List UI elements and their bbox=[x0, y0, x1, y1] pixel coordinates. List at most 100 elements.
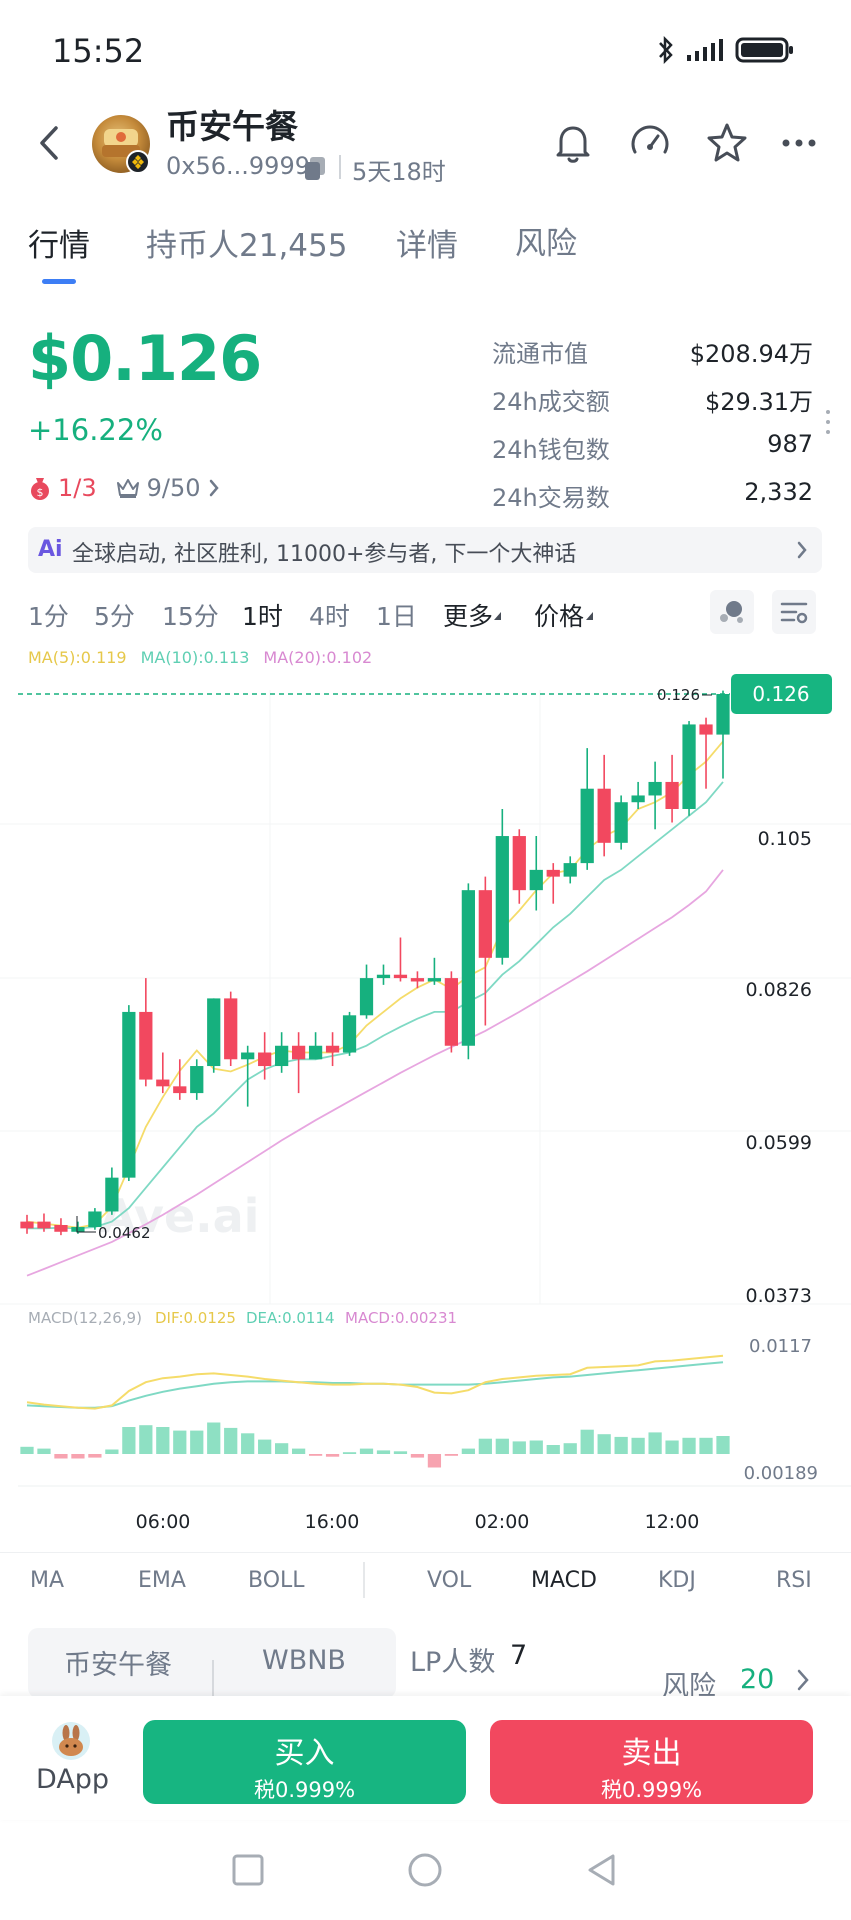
macd-bar bbox=[478, 1438, 492, 1454]
gauge-icon[interactable] bbox=[625, 118, 675, 168]
candle-up bbox=[71, 1227, 85, 1232]
macd-bar bbox=[88, 1454, 102, 1458]
recents-button[interactable] bbox=[230, 1852, 266, 1888]
candle-up bbox=[461, 890, 475, 1046]
stat-label-market-cap: 流通市值 bbox=[492, 340, 588, 368]
ai-summary-text: 全球启动, 社区胜利, 11000+参与者, 下一个大神话 bbox=[72, 542, 577, 567]
circle-icon bbox=[408, 1853, 442, 1887]
indicator-ma[interactable]: MA bbox=[30, 1568, 65, 1593]
candlestick-chart[interactable]: Ave.ai 0.105 0.0826 0.0599 0.0373 0.0117… bbox=[0, 660, 851, 1540]
candle-down bbox=[665, 781, 679, 809]
low-marker-line bbox=[76, 1216, 96, 1233]
divider bbox=[0, 1552, 851, 1553]
timeframe-4h[interactable]: 4时 bbox=[309, 602, 350, 631]
buy-tax: 税0.999% bbox=[253, 1778, 356, 1802]
macd-bar bbox=[393, 1451, 408, 1454]
candles bbox=[20, 690, 730, 1236]
macd-bar bbox=[427, 1454, 442, 1468]
candle-up bbox=[241, 1052, 255, 1060]
macd-title: MACD(12,26,9) bbox=[28, 1309, 142, 1327]
timeframe-15m[interactable]: 15分 bbox=[162, 602, 219, 631]
macd-tick: 0.00189 bbox=[744, 1463, 818, 1484]
status-icons bbox=[657, 36, 795, 64]
tab-risk[interactable]: 风险 bbox=[515, 226, 577, 262]
tab-holders[interactable]: 持币人21,455 bbox=[146, 228, 348, 264]
macd-bar bbox=[173, 1430, 187, 1454]
candle-up bbox=[580, 788, 594, 864]
back-button[interactable] bbox=[30, 118, 70, 168]
chevron-right-icon bbox=[209, 479, 219, 497]
macd-bar bbox=[444, 1454, 459, 1456]
pancake-bunny-icon[interactable] bbox=[52, 1722, 90, 1760]
stat-label-wallets: 24h钱包数 bbox=[492, 436, 610, 464]
draw-tool-button[interactable] bbox=[710, 590, 754, 634]
divider bbox=[212, 1660, 214, 1696]
indicator-ema[interactable]: EMA bbox=[138, 1568, 186, 1593]
axis-labels: 0.105 0.0826 0.0599 0.0373 0.0117 0.0018… bbox=[136, 828, 818, 1533]
indicator-rsi[interactable]: RSI bbox=[776, 1568, 812, 1593]
price-tick: 0.0599 bbox=[746, 1132, 812, 1154]
ma-legend: MA(5):0.119 MA(10):0.113 MA(20):0.102 bbox=[28, 648, 372, 667]
ai-summary-banner[interactable] bbox=[28, 527, 822, 573]
candle-up bbox=[716, 694, 730, 735]
candle-down bbox=[224, 998, 238, 1060]
home-button[interactable] bbox=[407, 1852, 443, 1888]
badge-insider: 1/3 bbox=[58, 474, 97, 502]
macd-bar bbox=[614, 1436, 628, 1454]
tab-market[interactable]: 行情 bbox=[28, 228, 90, 264]
vertical-dots-icon[interactable] bbox=[824, 408, 832, 440]
badge-row[interactable]: $ 1/3 9/50 bbox=[28, 470, 221, 506]
stat-label-volume: 24h成交额 bbox=[492, 388, 610, 416]
tab-details[interactable]: 详情 bbox=[396, 228, 458, 264]
timeframe-1d[interactable]: 1日 bbox=[376, 602, 417, 631]
star-icon[interactable] bbox=[702, 118, 752, 168]
candle-up bbox=[529, 869, 543, 891]
macd-bar bbox=[597, 1434, 611, 1454]
ma10-legend: MA(10):0.113 bbox=[140, 648, 250, 667]
stat-value-market-cap: $208.94万 bbox=[689, 340, 813, 368]
timeframe-1h[interactable]: 1时 bbox=[242, 602, 283, 631]
candle-up bbox=[682, 724, 696, 809]
back-nav-button[interactable] bbox=[584, 1852, 620, 1888]
candle-up bbox=[376, 974, 391, 979]
bell-icon[interactable] bbox=[548, 118, 598, 168]
sell-button[interactable]: 卖出 税0.999% bbox=[490, 1720, 813, 1804]
indicator-boll[interactable]: BOLL bbox=[248, 1568, 305, 1593]
indicator-kdj[interactable]: KDJ bbox=[658, 1568, 696, 1593]
svg-text:$: $ bbox=[37, 486, 44, 499]
timeframe-1m[interactable]: 1分 bbox=[28, 602, 69, 631]
ma5-legend: MA(5):0.119 bbox=[28, 648, 127, 667]
macd-bar bbox=[122, 1427, 136, 1454]
chart-grid bbox=[0, 690, 851, 1487]
macd-legend: MACD:0.00231 bbox=[345, 1309, 457, 1327]
candle-down bbox=[291, 1045, 306, 1060]
dapp-label[interactable]: DApp bbox=[36, 1764, 110, 1795]
candle-down bbox=[156, 1079, 170, 1087]
dif-line bbox=[26, 1354, 724, 1410]
chart-settings-button[interactable] bbox=[772, 590, 816, 634]
timeframe-5m[interactable]: 5分 bbox=[94, 602, 135, 631]
square-icon bbox=[232, 1854, 264, 1886]
candle-up bbox=[275, 1045, 289, 1067]
macd-bar bbox=[376, 1450, 391, 1454]
timeframe-more[interactable]: 更多 bbox=[443, 602, 494, 631]
copy-icon[interactable] bbox=[303, 155, 327, 181]
macd-bar bbox=[512, 1441, 526, 1454]
candle-down bbox=[139, 1011, 153, 1080]
candle-down bbox=[37, 1221, 51, 1229]
sell-tax: 税0.999% bbox=[600, 1778, 703, 1802]
risk-value[interactable]: 20 bbox=[740, 1664, 775, 1695]
indicator-macd[interactable]: MACD bbox=[531, 1568, 597, 1593]
candle-down bbox=[258, 1052, 272, 1067]
macd-bar bbox=[665, 1440, 679, 1454]
candle-down bbox=[20, 1221, 34, 1229]
time-tick: 16:00 bbox=[305, 1511, 360, 1533]
bubble-icon bbox=[720, 601, 743, 623]
candle-down bbox=[699, 724, 713, 735]
more-icon[interactable] bbox=[774, 118, 824, 168]
price-mode-dropdown[interactable]: 价格 bbox=[534, 602, 585, 631]
buy-button[interactable]: 买入 税0.999% bbox=[143, 1720, 466, 1804]
candle-up bbox=[88, 1211, 102, 1228]
indicator-vol[interactable]: VOL bbox=[427, 1568, 472, 1593]
settings-icon bbox=[780, 602, 808, 624]
